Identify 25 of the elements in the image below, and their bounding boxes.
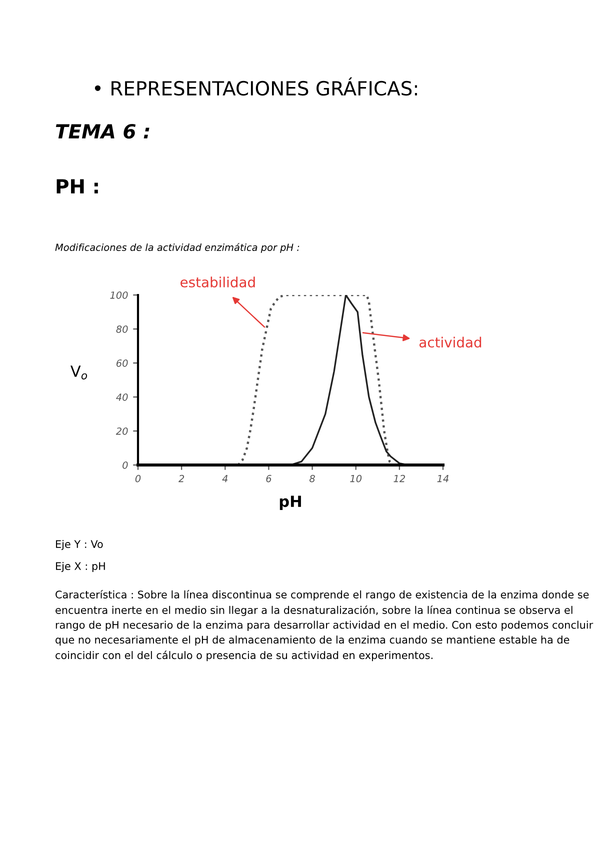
x-tick-label: 2	[178, 474, 184, 482]
text: Modificaciones de la actividad enzimática por pH :	[55, 243, 300, 253]
x-tick-label: 12	[394, 474, 406, 482]
y-tick-label: 80	[116, 325, 128, 333]
y-tick-label: 0	[122, 461, 128, 469]
text: Eje Y : Vo	[56, 540, 103, 550]
chart-title: • REPRESENTACIONES GRÁFICAS:	[94, 77, 417, 96]
text: Característica : Sobre la línea discontinua se comprende el rango de existencia de la enzima donde se encuentra inerte en el medio sin llegar a la desnaturalización, sobre la línea continua se observa el rango de pH necesario de la enzima para desarrollar actividad en el medio. Con esto podemos concluir que no necesariamente el pH de almacenamiento de la enzima cuando se mantiene estable ha de coincidir con el del cálculo o presencia de su actividad en experimentos.	[56, 590, 594, 662]
x-tick-label: 0	[135, 474, 141, 482]
x-tick-label: 6	[266, 474, 272, 482]
y-tick-label: 100	[110, 291, 128, 299]
annotation: estabilidad	[180, 276, 255, 288]
x-tick-label: 10	[350, 474, 362, 482]
x-tick-label: 8	[310, 474, 315, 482]
y-axis-title: V$_{o}$	[70, 366, 88, 380]
annotation: actividad	[419, 336, 482, 348]
x-tick-label: 14	[437, 475, 448, 482]
x-tick-label: 4	[222, 475, 228, 482]
y-tick-label: 20	[116, 427, 128, 435]
y-tick-label: 40	[116, 393, 128, 401]
text: PH :	[56, 179, 98, 194]
chart-subtitle: TEMA 6 :	[56, 124, 150, 139]
x-axis-title: pH	[280, 496, 301, 510]
y-tick-label: 60	[116, 359, 128, 367]
text: Eje X : pH	[56, 562, 105, 572]
